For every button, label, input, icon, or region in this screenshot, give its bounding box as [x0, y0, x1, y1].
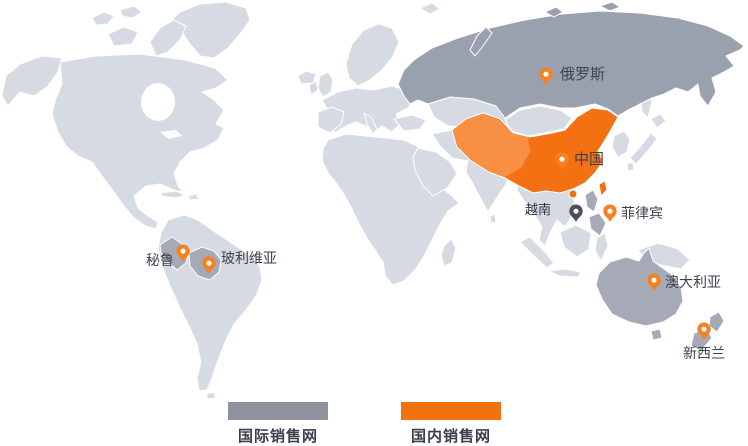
map-region-mongolia — [504, 105, 573, 137]
marker-new-zealand[interactable]: 新西兰 — [683, 322, 725, 362]
map-region-alaska — [1, 55, 63, 107]
map-region-baffin-island — [149, 19, 187, 57]
map-region-japan-hokkaido — [650, 113, 667, 129]
marker-label-bolivia: 玻利维亚 — [221, 250, 277, 266]
map-region-cuba — [159, 190, 186, 199]
map-water-great-lakes — [160, 130, 182, 139]
marker-label-philippines: 菲律宾 — [621, 205, 663, 221]
map-region-hainan — [568, 189, 578, 199]
map-region-sri-lanka — [489, 213, 497, 224]
marker-australia[interactable]: 澳大利亚 — [647, 273, 721, 292]
legend-swatch-international — [228, 402, 328, 420]
map-region-tierra-del-fuego — [205, 391, 217, 400]
marker-bolivia[interactable]: 玻利维亚 — [202, 250, 277, 274]
map-region-china-west — [453, 114, 530, 177]
map-region-hispaniola — [187, 193, 200, 201]
map-region-japan-kyushu — [626, 161, 635, 172]
marker-peru[interactable]: 秘鲁 — [146, 244, 190, 269]
map-region-philippines-mindanao — [588, 212, 607, 237]
map-region-new-zealand-north — [708, 311, 725, 333]
marker-label-vietnam: 越南 — [525, 202, 551, 217]
marker-vietnam[interactable]: 越南 — [525, 202, 583, 222]
map-region-north-america — [51, 53, 229, 230]
location-pin-icon — [569, 204, 583, 222]
map-region-philippines-luzon — [584, 189, 599, 213]
map-region-arctic-island-1 — [91, 11, 115, 26]
map-region-borneo — [559, 224, 592, 258]
map-region-severnaya-zemlya — [544, 6, 564, 18]
map-region-java — [547, 268, 582, 278]
map-region-scandinavia — [345, 23, 400, 87]
map-region-japan-honshu — [629, 132, 658, 165]
marker-label-new-zealand: 新西兰 — [683, 345, 725, 361]
map-region-taiwan — [598, 180, 608, 197]
map-region-italy — [363, 112, 378, 135]
legend-item-domestic: 国内销售网 — [401, 402, 501, 446]
marker-philippines[interactable]: 菲律宾 — [603, 204, 663, 223]
map-region-australia — [595, 247, 684, 327]
map-region-madagascar — [440, 238, 457, 267]
legend-label-international: 国际销售网 — [237, 428, 318, 445]
map-region-novaya-zemlya — [469, 26, 493, 57]
map-region-arctic-island-2 — [119, 5, 143, 19]
map-region-victoria-island — [107, 26, 139, 47]
map-region-turkey — [393, 114, 427, 132]
map-region-svalbard — [419, 2, 441, 15]
map-region-sumatra — [519, 236, 555, 269]
map-region-uk — [317, 71, 334, 98]
map-water-hudson-bay — [141, 83, 175, 121]
map-region-tasmania — [650, 328, 663, 341]
marker-label-peru: 秘鲁 — [146, 252, 174, 268]
marker-russia[interactable]: 俄罗斯 — [539, 66, 605, 85]
map-region-iceland — [297, 70, 317, 85]
marker-label-australia: 澳大利亚 — [665, 274, 721, 290]
map-region-ireland — [308, 80, 319, 96]
marker-label-russia: 俄罗斯 — [560, 66, 605, 83]
legend-item-international: 国际销售网 — [228, 402, 328, 446]
legend-label-domestic: 国内销售网 — [410, 428, 491, 445]
marker-label-china: 中国 — [574, 151, 604, 168]
location-pin-icon — [603, 204, 617, 222]
map-region-arabia — [412, 147, 458, 197]
marker-china[interactable]: 中国 — [555, 151, 604, 170]
map-region-korea — [611, 130, 631, 158]
map-region-new-siberian-islands — [599, 1, 621, 12]
legend-swatch-domestic — [401, 402, 501, 420]
map-region-iberia — [317, 106, 345, 134]
map-region-sulawesi — [594, 232, 609, 262]
